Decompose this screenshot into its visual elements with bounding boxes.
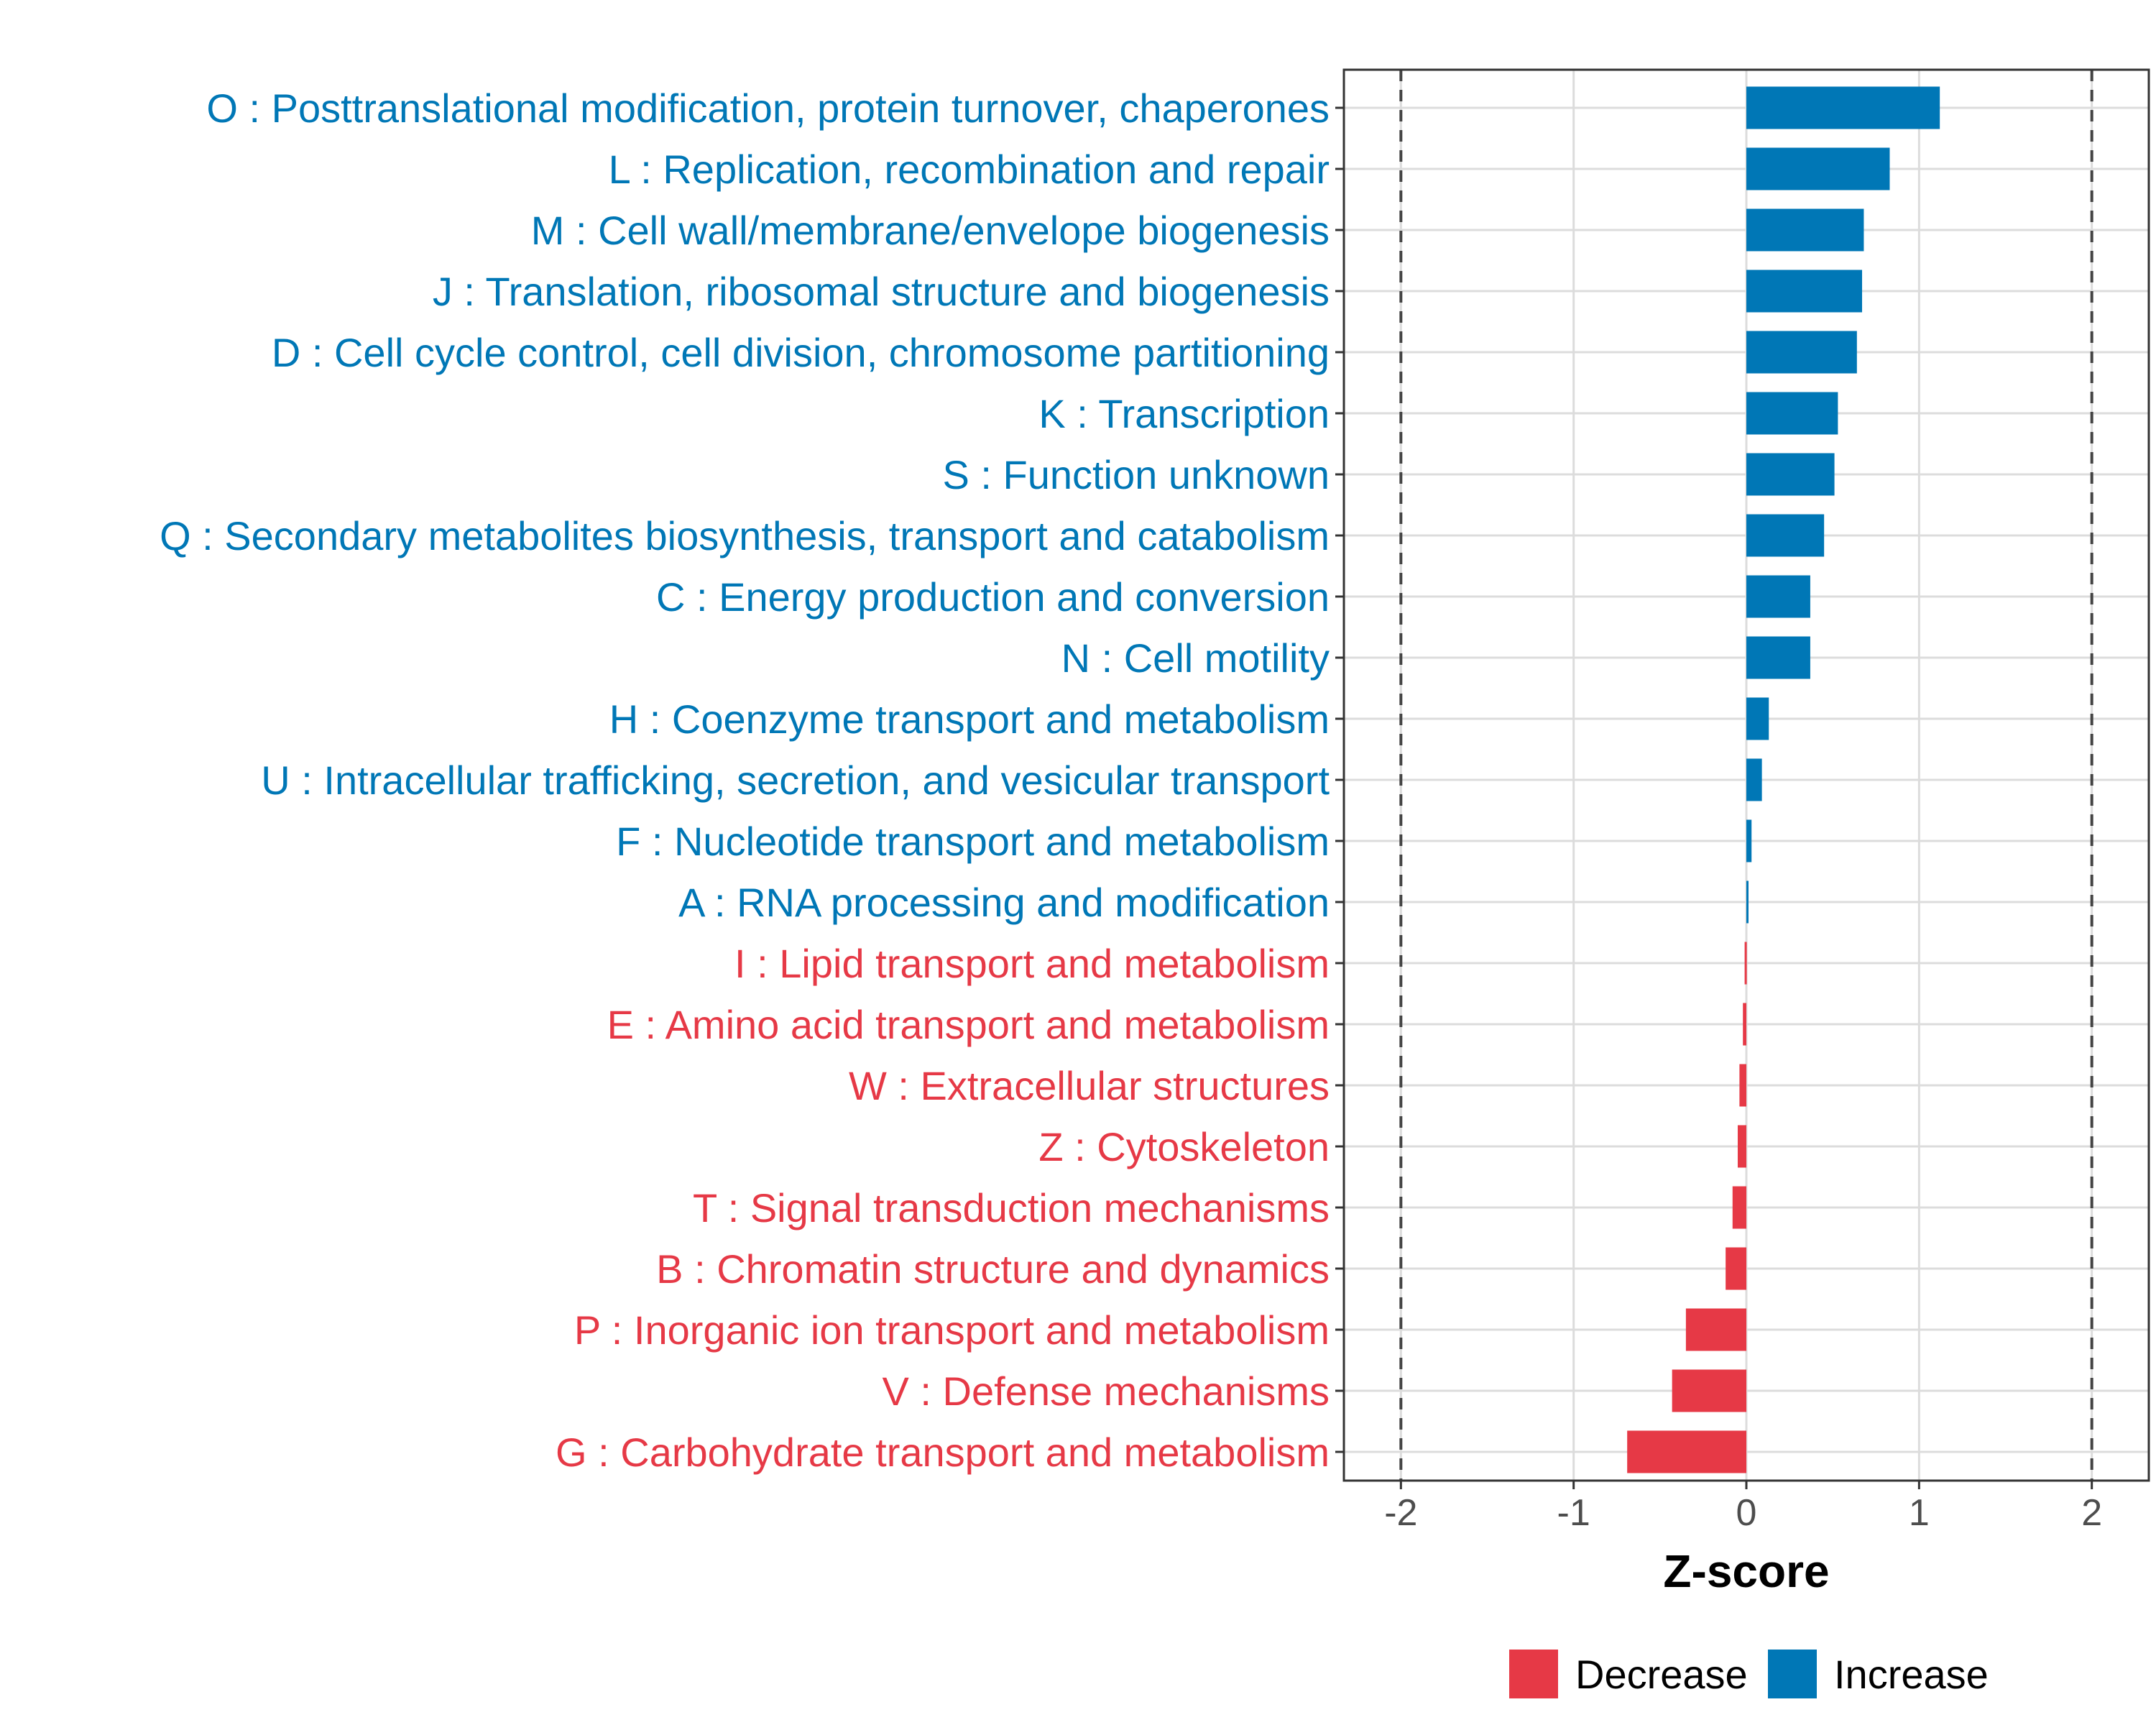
category-label: Z : Cytoskeleton bbox=[1038, 1124, 1330, 1169]
x-axis-title: Z-score bbox=[1663, 1545, 1829, 1597]
bar bbox=[1685, 1308, 1746, 1351]
legend-swatch bbox=[1768, 1650, 1817, 1698]
legend-label: Increase bbox=[1834, 1652, 1989, 1697]
y-axis: O : Posttranslational modification, prot… bbox=[160, 86, 1344, 1475]
legend-label: Decrease bbox=[1575, 1652, 1748, 1697]
bar bbox=[1737, 1125, 1746, 1168]
bar bbox=[1627, 1430, 1746, 1473]
category-label: Q : Secondary metabolites biosynthesis, … bbox=[160, 513, 1330, 558]
category-label: G : Carbohydrate transport and metabolis… bbox=[556, 1430, 1330, 1475]
x-axis: -2 -1 0 1 2 bbox=[1384, 1481, 2102, 1534]
bar bbox=[1732, 1186, 1746, 1229]
category-label: H : Coenzyme transport and metabolism bbox=[609, 696, 1330, 742]
bar bbox=[1746, 758, 1762, 801]
category-label: N : Cell motility bbox=[1061, 635, 1330, 681]
bar bbox=[1746, 575, 1810, 618]
category-label: S : Function unknown bbox=[942, 452, 1330, 497]
x-tick-label: 1 bbox=[1909, 1492, 1930, 1534]
category-label: O : Posttranslational modification, prot… bbox=[206, 86, 1330, 131]
bar bbox=[1746, 392, 1838, 435]
category-label: W : Extracellular structures bbox=[849, 1063, 1330, 1108]
bar bbox=[1672, 1369, 1746, 1412]
bar bbox=[1746, 147, 1890, 190]
bar bbox=[1746, 208, 1864, 252]
bar bbox=[1746, 453, 1835, 496]
bar bbox=[1746, 819, 1752, 862]
bars bbox=[1627, 86, 1940, 1473]
bar bbox=[1739, 1064, 1746, 1107]
bar bbox=[1744, 942, 1747, 985]
category-label: J : Translation, ribosomal structure and… bbox=[433, 269, 1330, 314]
category-label: P : Inorganic ion transport and metaboli… bbox=[574, 1307, 1330, 1353]
bar bbox=[1746, 270, 1863, 313]
x-tick-label: -1 bbox=[1557, 1492, 1590, 1534]
x-tick-label: -2 bbox=[1384, 1492, 1417, 1534]
category-label: I : Lipid transport and metabolism bbox=[734, 941, 1330, 986]
bar bbox=[1746, 697, 1769, 740]
category-label: C : Energy production and conversion bbox=[656, 574, 1330, 620]
category-label: F : Nucleotide transport and metabolism bbox=[616, 819, 1330, 864]
category-label: D : Cell cycle control, cell division, c… bbox=[272, 330, 1330, 375]
category-label: V : Defense mechanisms bbox=[883, 1368, 1330, 1414]
x-tick-label: 0 bbox=[1736, 1492, 1757, 1534]
legend-swatch bbox=[1509, 1650, 1558, 1698]
category-label: L : Replication, recombination and repai… bbox=[609, 147, 1330, 192]
bar bbox=[1726, 1247, 1746, 1290]
category-label: E : Amino acid transport and metabolism bbox=[607, 1002, 1330, 1047]
category-label: K : Transcription bbox=[1038, 391, 1330, 436]
bar bbox=[1746, 514, 1825, 557]
bar bbox=[1746, 636, 1810, 679]
legend: Decrease Increase bbox=[1509, 1650, 1989, 1698]
x-tick-label: 2 bbox=[2081, 1492, 2102, 1534]
category-label: U : Intracellular trafficking, secretion… bbox=[261, 758, 1330, 803]
reference-lines bbox=[1399, 70, 2093, 1481]
bar bbox=[1743, 1003, 1746, 1046]
category-label: B : Chromatin structure and dynamics bbox=[656, 1246, 1330, 1292]
bar bbox=[1746, 86, 1940, 129]
bar bbox=[1746, 331, 1857, 374]
category-label: A : RNA processing and modification bbox=[678, 880, 1330, 925]
category-label: T : Signal transduction mechanisms bbox=[693, 1185, 1330, 1230]
bar bbox=[1746, 880, 1749, 924]
category-label: M : Cell wall/membrane/envelope biogenes… bbox=[531, 208, 1330, 253]
